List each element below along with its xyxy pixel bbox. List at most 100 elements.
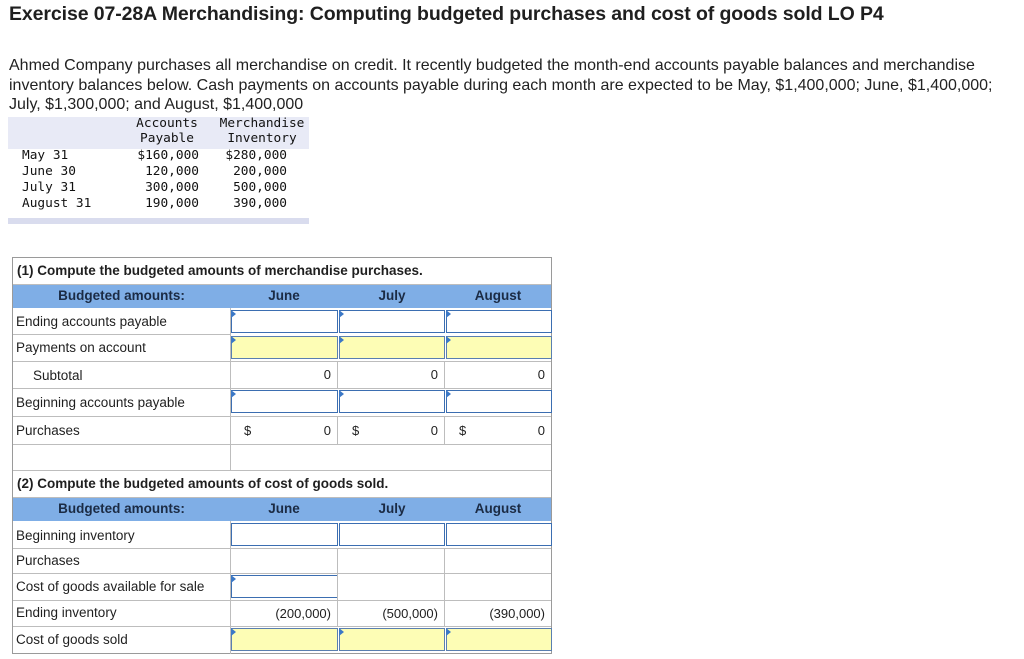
divider: [13, 600, 551, 601]
beginning-inventory-august-input[interactable]: [446, 523, 552, 546]
ending-ap-july-input[interactable]: [339, 310, 445, 333]
given-row-inv: 390,000: [233, 196, 287, 211]
ending-inventory-august-value: (390,000): [489, 606, 545, 621]
part2-header-august: August: [474, 501, 522, 516]
part2-header-row: Budgeted amounts: June July August: [13, 498, 551, 521]
part2-title: (2) Compute the budgeted amounts of cost…: [17, 476, 389, 491]
given-row-inv: 200,000: [233, 164, 287, 179]
given-row-label: July 31: [22, 180, 76, 195]
row-label-beginning-ap: Beginning accounts payable: [16, 395, 185, 410]
ending-ap-june-input[interactable]: [231, 310, 338, 333]
beginning-inventory-july-input[interactable]: [339, 523, 445, 546]
subtotal-july: 0: [339, 363, 445, 386]
ending-inventory-august: (390,000): [446, 602, 552, 625]
divider: [13, 573, 551, 574]
divider: [13, 548, 551, 549]
cogs-august-input[interactable]: [446, 628, 552, 651]
given-row-label: August 31: [22, 196, 92, 211]
row-label-subtotal: Subtotal: [33, 368, 83, 383]
input-marker-icon: [339, 390, 344, 398]
divider: [444, 362, 445, 388]
input-marker-icon: [231, 628, 236, 636]
payments-july-input[interactable]: [339, 336, 445, 359]
input-marker-icon: [339, 310, 344, 318]
input-marker-icon: [231, 336, 236, 344]
given-table-footer-bar: [8, 218, 309, 224]
dollar-sign: $: [459, 423, 467, 438]
given-row-label: June 30: [22, 164, 76, 179]
input-marker-icon: [446, 310, 451, 318]
ending-inventory-june-value: (200,000): [275, 606, 331, 621]
subtotal-june: 0: [231, 363, 338, 386]
dollar-sign: $: [244, 423, 252, 438]
divider: [444, 417, 445, 444]
given-col-ap-head-2: Payable: [140, 131, 194, 146]
subtotal-august: 0: [446, 363, 552, 386]
given-row-inv: 500,000: [233, 180, 287, 195]
input-marker-icon: [339, 628, 344, 636]
beginning-ap-june-input[interactable]: [231, 390, 338, 413]
divider: [230, 308, 231, 445]
row-label-ending-ap: Ending accounts payable: [16, 314, 167, 329]
row-label-payments: Payments on account: [16, 340, 146, 355]
row-label-purchases-2: Purchases: [16, 553, 80, 568]
divider: [13, 334, 230, 335]
purchases-august-value: 0: [537, 423, 545, 438]
divider: [337, 549, 338, 600]
divider: [444, 601, 445, 626]
part2-header-label: Budgeted amounts:: [58, 501, 185, 516]
input-marker-icon: [446, 390, 451, 398]
divider: [444, 549, 445, 600]
subtotal-june-value: 0: [323, 367, 331, 382]
divider: [337, 601, 338, 626]
intro-paragraph: Ahmed Company purchases all merchandise …: [9, 57, 993, 113]
ending-ap-august-input[interactable]: [446, 310, 552, 333]
exercise-title: Exercise 07-28A Merchandising: Computing…: [9, 3, 884, 25]
subtotal-july-value: 0: [430, 367, 438, 382]
divider: [13, 361, 551, 362]
divider: [13, 444, 551, 445]
subtotal-august-value: 0: [537, 367, 545, 382]
divider: [13, 626, 551, 627]
divider: [337, 417, 338, 444]
part1-header-row: Budgeted amounts: June July August: [13, 285, 551, 308]
ending-inventory-july: (500,000): [339, 602, 445, 625]
given-row-ap: 300,000: [145, 180, 199, 195]
given-col-inv-head-2: Inventory: [227, 131, 297, 146]
part1-header-august: August: [474, 288, 522, 303]
input-marker-icon: [446, 628, 451, 636]
given-row-ap: 120,000: [145, 164, 199, 179]
payments-june-input[interactable]: [231, 336, 338, 359]
beginning-ap-august-input[interactable]: [446, 390, 552, 413]
ending-inventory-june: (200,000): [231, 602, 338, 625]
divider: [230, 521, 231, 654]
input-marker-icon: [231, 390, 236, 398]
divider: [230, 445, 231, 470]
purchases-august: $ 0: [446, 419, 552, 442]
given-row-label: May 31: [22, 148, 69, 163]
row-label-goods-available: Cost of goods available for sale: [16, 579, 205, 594]
purchases-june-value: 0: [323, 423, 331, 438]
input-marker-icon: [231, 575, 236, 583]
given-table-header-bg: [8, 117, 309, 149]
divider: [337, 362, 338, 388]
input-marker-icon: [446, 336, 451, 344]
divider: [13, 388, 551, 389]
purchases-july-value: 0: [430, 423, 438, 438]
payments-august-input[interactable]: [446, 336, 552, 359]
beginning-inventory-june-input[interactable]: [231, 523, 338, 546]
goods-available-june-input[interactable]: [231, 575, 338, 598]
row-label-beginning-inventory: Beginning inventory: [16, 528, 135, 543]
cogs-july-input[interactable]: [339, 628, 445, 651]
cogs-june-input[interactable]: [231, 628, 338, 651]
given-row-ap: 190,000: [145, 196, 199, 211]
divider: [13, 284, 551, 285]
given-col-ap-head-1: Accounts: [136, 116, 198, 131]
divider: [13, 497, 551, 498]
given-col-inv-head-1: Merchandise: [219, 116, 305, 131]
part1-header-july: July: [378, 288, 406, 303]
row-label-cogs: Cost of goods sold: [16, 632, 128, 647]
part1-title: (1) Compute the budgeted amounts of merc…: [17, 263, 423, 278]
divider: [13, 416, 551, 417]
beginning-ap-july-input[interactable]: [339, 390, 445, 413]
